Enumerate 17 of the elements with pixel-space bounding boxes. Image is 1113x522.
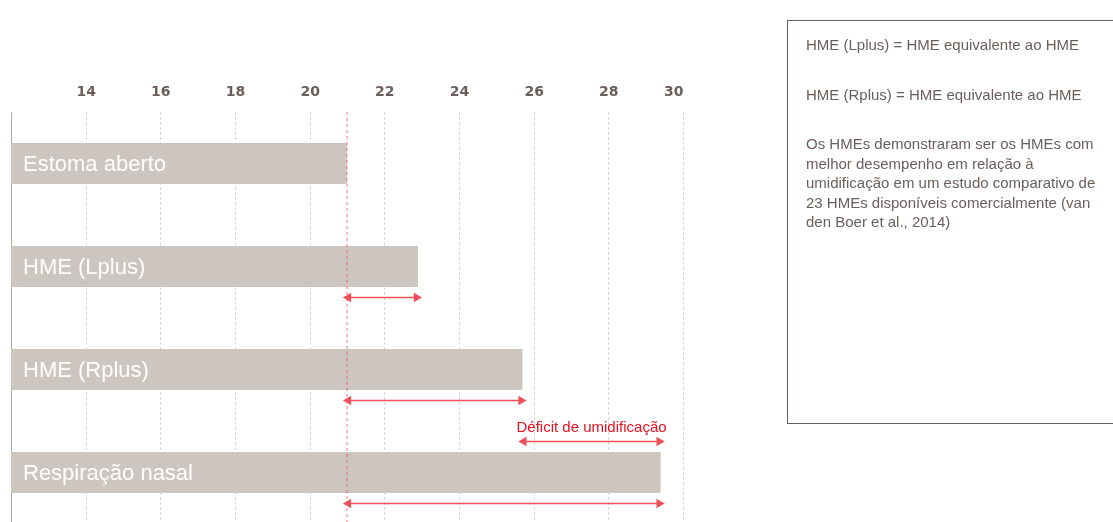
y-tick-label: Estoma aberto [23, 150, 167, 176]
x-tick-label: 16 [151, 82, 171, 99]
text: HME (Lplus) = HME equivalente ao HME [806, 35, 1081, 55]
x-tick-label: 30 [664, 82, 684, 99]
text: HME (Rplus) = HME equivalente ao HME [806, 84, 1083, 104]
x-tick-label: 28 [599, 82, 619, 99]
annotation: Déficit de umidificação [516, 417, 667, 435]
y-tick-label: HME (Lplus) [23, 253, 146, 279]
x-tick-label: 18 [225, 82, 246, 99]
y-tick-label: HME (Rplus) [23, 356, 149, 382]
x-tick-label: 14 [76, 82, 97, 99]
x-tick-label: 22 [375, 82, 395, 99]
x-tick-label: 24 [449, 82, 470, 99]
y-tick-label: Respiração nasal [23, 459, 193, 485]
x-tick-label: 26 [524, 82, 544, 99]
text: Os HMEs demonstraram ser os HMEs com melhor desempenho em relação à umidificação em um estudo comparativo de 23 HMEs disponíveis comercialmente (van den Boer et al., 2014) [806, 134, 1097, 232]
x-tick-label: 20 [300, 82, 321, 99]
